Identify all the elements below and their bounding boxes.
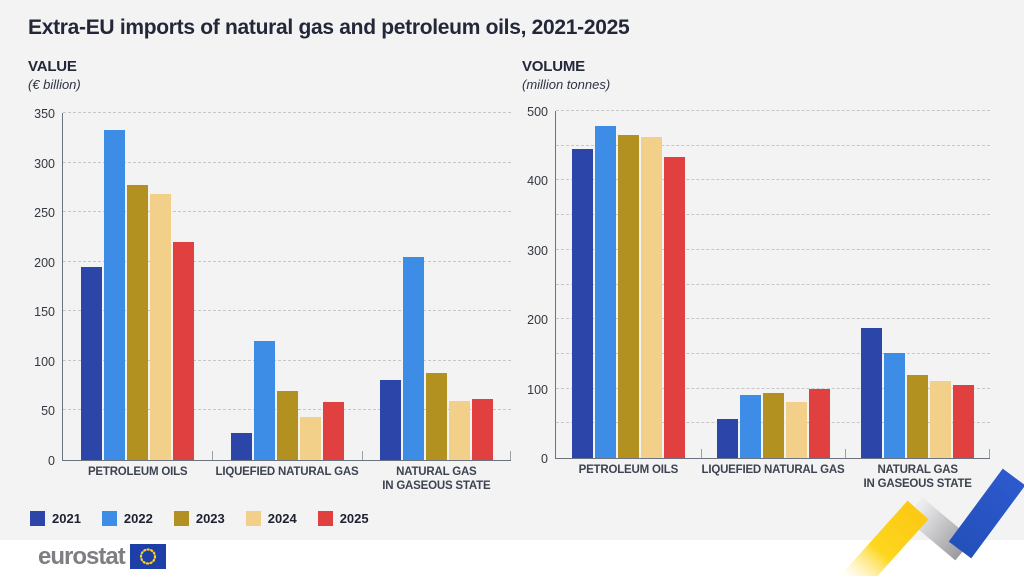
axis-tick [510,451,511,460]
bar-2022 [594,125,616,458]
bar-2025 [808,388,830,458]
gridline-250 [556,283,990,285]
gridline-150 [556,352,990,354]
bar-2024 [448,400,470,460]
y-tick-label: 250 [34,206,55,221]
legend-swatch-2022 [101,511,117,526]
bar-2023 [907,375,929,458]
bar-2021 [861,328,883,458]
category-label: LIQUEFIED NATURAL GAS [701,464,845,476]
footer: eurostat [0,540,1024,576]
legend-item-2022: 2022 [101,511,153,526]
gridline-400 [556,179,990,181]
bar-2023 [276,390,298,460]
gridline-200 [63,260,511,262]
bar-2021 [230,433,252,460]
bar-2022 [402,256,424,460]
legend-swatch-2025 [317,511,333,526]
legend-item-2023: 2023 [173,511,225,526]
gridline-350 [63,112,511,113]
category-label: PETROLEUM OILS [578,464,679,476]
bar-2023 [762,392,784,458]
value-chart-plot: 0 50 100 150 200 250 300 350 PETROLEUM OILS LIQUE… [34,107,511,492]
bar-2025 [953,385,975,458]
gridline-150 [63,310,511,312]
legend-label: 2023 [195,511,225,526]
y-tick-label: 300 [34,156,55,171]
value-chart-title: VALUE [28,58,77,75]
gridline-350 [556,214,990,216]
bar-2022 [884,353,906,458]
y-tick-label: 50 [41,404,55,419]
gridline-500 [556,110,990,111]
volume-chart-subtitle: (million tonnes) [522,77,611,92]
bar-2025 [322,401,344,460]
volume-chart-title: VOLUME [522,58,585,75]
axis-tick [989,449,990,458]
axis-tick [700,449,702,458]
legend-swatch-2023 [173,511,189,526]
gridline-300 [63,161,511,163]
y-tick-label: 200 [34,255,55,270]
bar-2021 [716,419,738,458]
gridline-100 [63,359,511,361]
axis-tick [845,449,847,458]
gridline-200 [556,318,990,320]
eu-flag-icon [129,544,166,569]
value-chart-subtitle: (€ billion) [28,77,81,92]
y-tick-label: 0 [48,454,55,468]
gridline-100 [556,387,990,389]
legend: 2021 2022 2023 2024 2025 [30,511,369,526]
legend-swatch-2021 [30,511,45,526]
gridline-450 [556,144,990,146]
category-label: NATURAL GAS IN GASEOUS STATE [382,466,491,492]
bar-2022 [739,394,761,458]
bar-2021 [81,266,103,460]
y-tick-label: 200 [527,313,548,328]
bar-2024 [640,137,662,458]
y-tick-label: 150 [34,305,55,320]
bar-2021 [379,379,401,460]
y-tick-label: 0 [541,452,548,466]
legend-label: 2021 [52,511,81,526]
gridline-250 [63,211,511,213]
legend-item-2021: 2021 [30,511,81,526]
gridline-300 [556,248,990,250]
bar-2024 [785,401,807,458]
y-tick-label: 100 [34,354,55,369]
bar-2025 [471,398,493,460]
bar-2023 [127,185,149,460]
category-label: NATURAL GAS IN GASEOUS STATE [863,464,972,490]
bar-2025 [663,156,685,458]
y-tick-label: 350 [34,107,55,121]
bar-2024 [150,194,172,460]
bar-2024 [930,380,952,458]
axis-tick [212,451,214,460]
legend-label: 2024 [267,511,297,526]
eurostat-logo-text: eurostat [38,542,126,570]
y-tick-label: 300 [527,243,548,258]
legend-label: 2025 [339,511,369,526]
bar-2021 [571,149,593,458]
bar-2024 [299,417,321,460]
legend-swatch-2024 [245,511,261,526]
legend-label: 2022 [123,511,153,526]
bar-2025 [173,241,195,460]
bar-2023 [617,134,639,458]
category-label: LIQUEFIED NATURAL GAS [215,466,359,478]
legend-item-2025: 2025 [317,511,369,526]
volume-chart-plot: 0 100 200 300 400 500 PETROLEUM OILS LIQUEFIED … [527,105,990,490]
page-title: Extra-EU imports of natural gas and petr… [28,16,630,39]
y-tick-label: 100 [527,382,548,397]
category-label: PETROLEUM OILS [87,466,188,478]
y-tick-label: 500 [527,105,548,119]
bar-2022 [253,341,275,460]
bar-2023 [425,372,447,460]
bar-2022 [104,129,126,460]
y-tick-label: 400 [527,174,548,189]
legend-item-2024: 2024 [245,511,297,526]
eurostat-logo: eurostat [38,544,166,569]
axis-tick [361,451,363,460]
